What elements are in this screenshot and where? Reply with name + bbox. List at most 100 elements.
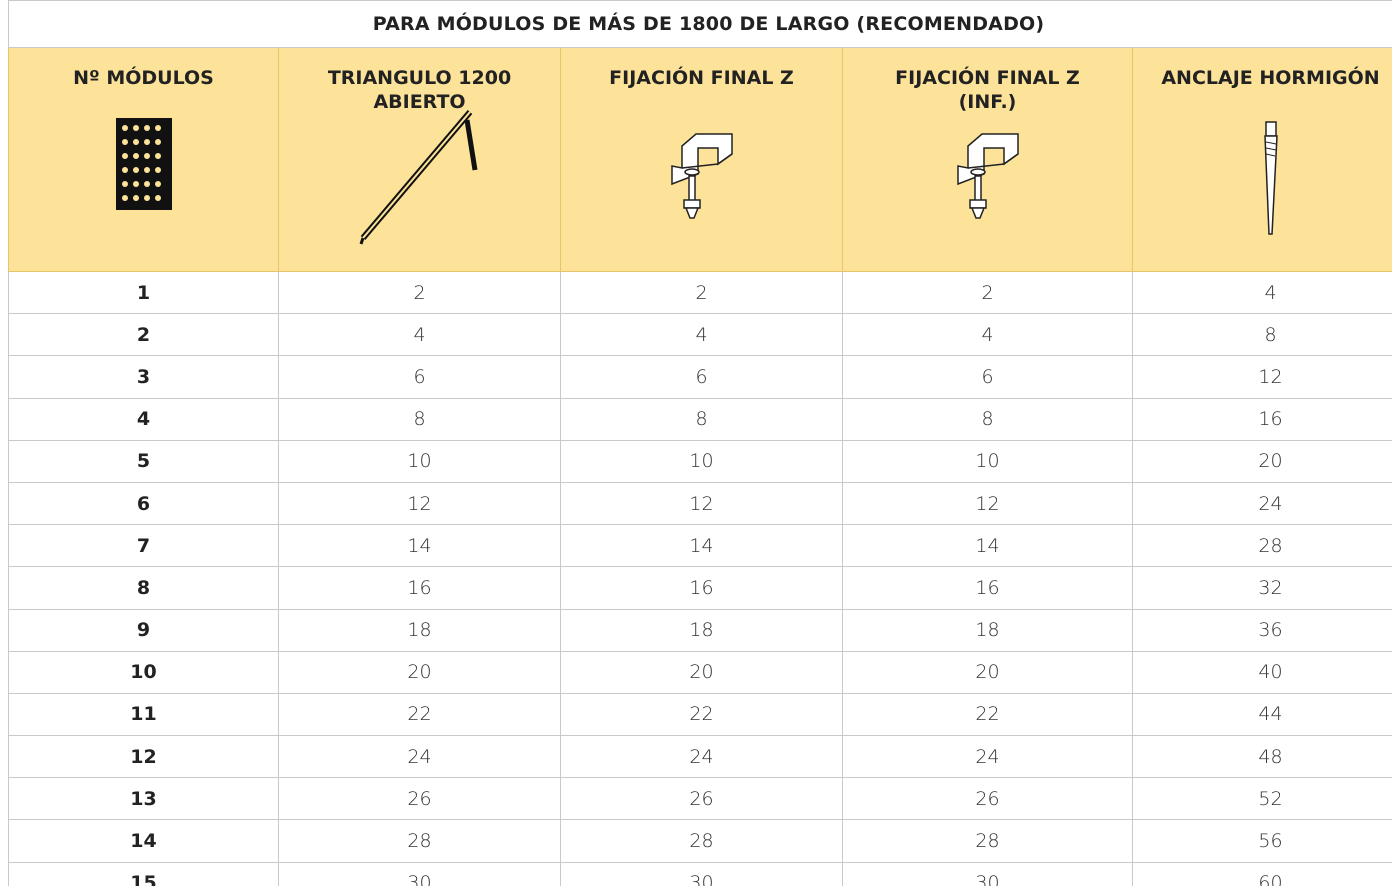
table-body: 1 2 2 2 4 2 4 4 4 8 3 6 6 6 12 4 8 8 8 16 5 10 10 10 20 6 12 12 12 24… — [8, 270, 1392, 886]
quantity-cell: 2 — [278, 270, 561, 315]
quantity-cell: 44 — [1131, 692, 1392, 737]
module-count: 1 — [8, 270, 279, 315]
header-label: FIJACIÓN FINAL Z (INF.) — [895, 67, 1080, 113]
quantity-cell: 60 — [1131, 861, 1392, 886]
quantity-cell: 2 — [560, 270, 843, 315]
quantity-cell: 48 — [1131, 735, 1392, 779]
end-clamp-icon — [670, 133, 733, 219]
triangle-icon — [359, 110, 477, 245]
quantity-cell: 32 — [1131, 566, 1392, 610]
table-row: 10 20 20 20 40 — [8, 650, 1392, 694]
quantity-cell: 10 — [278, 439, 561, 483]
quantity-cell: 40 — [1131, 650, 1392, 694]
quantity-cell: 30 — [560, 861, 843, 886]
header-label: TRIANGULO 1200 ABIERTO — [327, 67, 512, 113]
quantity-cell: 4 — [1131, 270, 1392, 315]
header-label: FIJACIÓN FINAL Z — [609, 67, 794, 89]
module-count: 9 — [8, 608, 279, 652]
quantity-cell: 16 — [1131, 397, 1392, 441]
module-count: 6 — [8, 481, 279, 526]
quantity-cell: 28 — [842, 819, 1133, 863]
quantity-cell: 22 — [278, 692, 561, 737]
header-cell: ANCLAJE HORMIGÓN — [1131, 47, 1392, 272]
quantity-cell: 4 — [842, 313, 1133, 357]
header-label: Nº MÓDULOS — [73, 67, 214, 89]
module-count: 3 — [8, 355, 279, 399]
module-count: 5 — [8, 439, 279, 483]
quantity-cell: 28 — [1131, 524, 1392, 568]
quantity-cell: 28 — [560, 819, 843, 863]
table-row: 4 8 8 8 16 — [8, 397, 1392, 441]
module-count: 7 — [8, 524, 279, 568]
table-title: PARA MÓDULOS DE MÁS DE 1800 DE LARGO (RE… — [7, 0, 1392, 48]
quantity-cell: 24 — [1131, 481, 1392, 526]
quantity-cell: 6 — [842, 355, 1133, 399]
quantity-cell: 18 — [842, 608, 1133, 652]
quantity-cell: 26 — [560, 777, 843, 821]
end-clamp-icon — [956, 133, 1019, 219]
quantity-cell: 20 — [842, 650, 1133, 694]
anchor-icon — [1263, 121, 1278, 235]
parts-table: PARA MÓDULOS DE MÁS DE 1800 DE LARGO (RE… — [7, 0, 1392, 886]
quantity-cell: 10 — [842, 439, 1133, 483]
quantity-cell: 30 — [278, 861, 561, 886]
table-row: 14 28 28 28 56 — [8, 819, 1392, 863]
quantity-cell: 4 — [278, 313, 561, 357]
quantity-cell: 8 — [560, 397, 843, 441]
table-row: 11 22 22 22 44 — [8, 692, 1392, 737]
quantity-cell: 20 — [1131, 439, 1392, 483]
quantity-cell: 24 — [278, 735, 561, 779]
table-row: 12 24 24 24 48 — [8, 735, 1392, 779]
module-count: 12 — [8, 735, 279, 779]
module-count: 14 — [8, 819, 279, 863]
table-row: 5 10 10 10 20 — [8, 439, 1392, 483]
panel-icon — [115, 118, 172, 210]
quantity-cell: 6 — [278, 355, 561, 399]
quantity-cell: 6 — [560, 355, 843, 399]
module-count: 13 — [8, 777, 279, 821]
table-row: 6 12 12 12 24 — [8, 481, 1392, 526]
quantity-cell: 20 — [560, 650, 843, 694]
table-row: 7 14 14 14 28 — [8, 524, 1392, 568]
quantity-cell: 16 — [278, 566, 561, 610]
quantity-cell: 22 — [842, 692, 1133, 737]
quantity-cell: 8 — [842, 397, 1133, 441]
header-label: ANCLAJE HORMIGÓN — [1161, 67, 1380, 89]
quantity-cell: 22 — [560, 692, 843, 737]
quantity-cell: 36 — [1131, 608, 1392, 652]
quantity-cell: 8 — [278, 397, 561, 441]
module-count: 2 — [8, 313, 279, 357]
quantity-cell: 20 — [278, 650, 561, 694]
table-row: 13 26 26 26 52 — [8, 777, 1392, 821]
header-cell: TRIANGULO 1200 ABIERTO — [278, 47, 561, 272]
quantity-cell: 18 — [560, 608, 843, 652]
quantity-cell: 12 — [560, 481, 843, 526]
module-count: 8 — [8, 566, 279, 610]
quantity-cell: 4 — [560, 313, 843, 357]
header-row: Nº MÓDULOS TRIANGULO 1200 ABIERTO — [8, 47, 1392, 272]
table-row: 3 6 6 6 12 — [8, 355, 1392, 399]
header-cell: FIJACIÓN FINAL Z — [560, 47, 843, 272]
quantity-cell: 18 — [278, 608, 561, 652]
table-row: 15 30 30 30 60 — [8, 861, 1392, 886]
quantity-cell: 26 — [842, 777, 1133, 821]
quantity-cell: 24 — [560, 735, 843, 779]
quantity-cell: 12 — [278, 481, 561, 526]
table-row: 9 18 18 18 36 — [8, 608, 1392, 652]
module-count: 4 — [8, 397, 279, 441]
header-cell: Nº MÓDULOS — [8, 47, 279, 272]
quantity-cell: 52 — [1131, 777, 1392, 821]
quantity-cell: 16 — [842, 566, 1133, 610]
quantity-cell: 30 — [842, 861, 1133, 886]
quantity-cell: 10 — [560, 439, 843, 483]
quantity-cell: 28 — [278, 819, 561, 863]
quantity-cell: 16 — [560, 566, 843, 610]
module-count: 15 — [8, 861, 279, 886]
table-row: 8 16 16 16 32 — [8, 566, 1392, 610]
quantity-cell: 26 — [278, 777, 561, 821]
quantity-cell: 8 — [1131, 313, 1392, 357]
title-row: PARA MÓDULOS DE MÁS DE 1800 DE LARGO (RE… — [7, 0, 1392, 48]
quantity-cell: 12 — [1131, 355, 1392, 399]
